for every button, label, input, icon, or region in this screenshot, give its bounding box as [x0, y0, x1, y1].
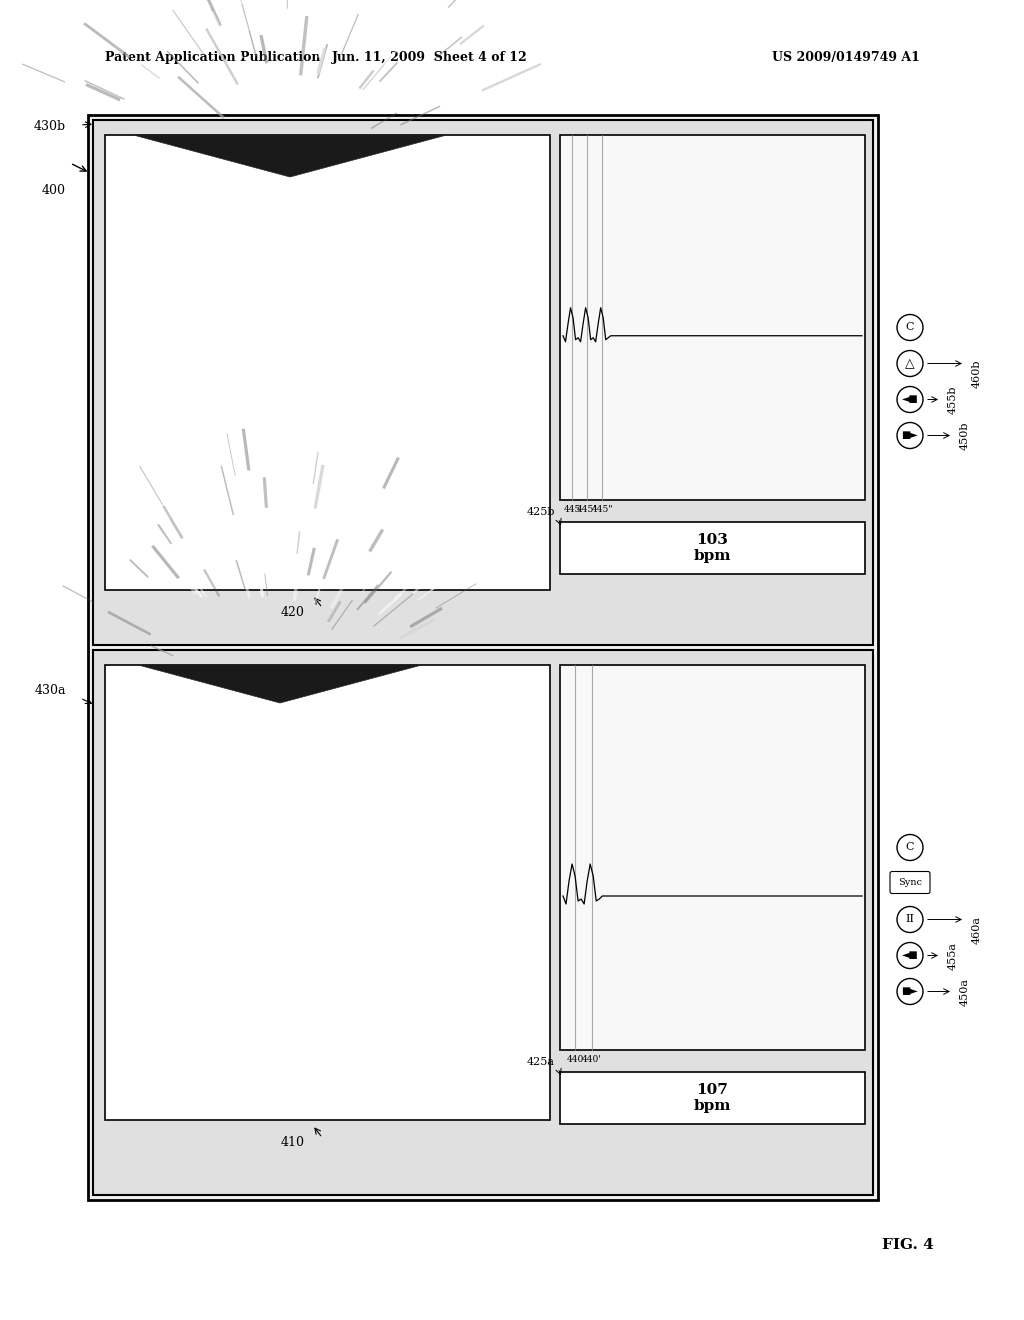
Text: FIG. 4: FIG. 4: [882, 1238, 934, 1251]
Bar: [93, 649, 873, 1195]
Text: 410: 410: [281, 1135, 304, 1148]
Text: 425b: 425b: [526, 507, 555, 517]
Text: 450a: 450a: [961, 978, 970, 1006]
Bar: [560, 665, 865, 1049]
Text: 103
bpm: 103 bpm: [693, 533, 731, 564]
Bar: [560, 1072, 865, 1125]
Text: 445": 445": [591, 506, 612, 515]
Text: US 2009/0149749 A1: US 2009/0149749 A1: [772, 51, 920, 65]
Text: 430a: 430a: [35, 684, 66, 697]
Bar: [88, 115, 878, 1200]
Bar: [105, 665, 550, 1119]
Text: ■►: ■►: [901, 987, 919, 997]
Text: 455a: 455a: [948, 941, 958, 969]
Bar: [105, 135, 550, 590]
Bar: [93, 120, 873, 645]
Text: II: II: [905, 915, 914, 924]
Text: 460a: 460a: [972, 916, 982, 944]
Text: △: △: [905, 356, 914, 370]
Text: Sync: Sync: [898, 878, 922, 887]
Text: 425a: 425a: [527, 1057, 555, 1067]
FancyBboxPatch shape: [890, 871, 930, 894]
Text: 445: 445: [563, 506, 581, 515]
Text: C: C: [906, 842, 914, 853]
Text: C: C: [906, 322, 914, 333]
Wedge shape: [5, 418, 555, 704]
Text: 445': 445': [578, 506, 597, 515]
Text: Jun. 11, 2009  Sheet 4 of 12: Jun. 11, 2009 Sheet 4 of 12: [332, 51, 528, 65]
Text: 460b: 460b: [972, 359, 982, 388]
Text: 400: 400: [42, 183, 66, 197]
Text: ■►: ■►: [901, 432, 919, 440]
Bar: [560, 135, 865, 500]
Text: 107
bpm: 107 bpm: [693, 1082, 731, 1113]
Text: Patent Application Publication: Patent Application Publication: [105, 51, 321, 65]
Text: 450b: 450b: [961, 421, 970, 450]
Text: 440: 440: [566, 1056, 584, 1064]
Text: 440': 440': [582, 1056, 602, 1064]
Text: 420: 420: [281, 606, 304, 619]
Text: 430b: 430b: [34, 120, 66, 133]
Text: 455b: 455b: [948, 385, 958, 413]
Text: ◄■: ◄■: [901, 395, 919, 404]
Bar: [560, 521, 865, 574]
Wedge shape: [0, 0, 580, 177]
Text: ◄■: ◄■: [901, 950, 919, 960]
